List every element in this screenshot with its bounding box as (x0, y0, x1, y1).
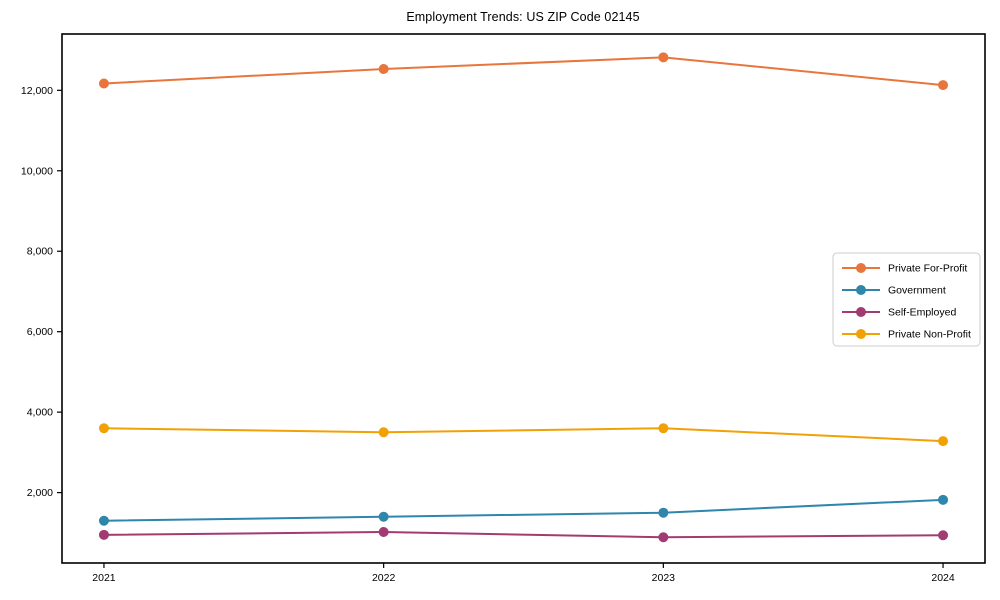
data-point-marker (378, 63, 389, 74)
y-tick-label: 10,000 (21, 165, 53, 177)
legend-label: Self-Employed (888, 307, 956, 319)
x-tick-label: 2022 (372, 572, 396, 584)
data-point-marker (658, 507, 669, 518)
legend-label: Government (888, 285, 946, 297)
series-line (103, 531, 944, 539)
data-point-marker (938, 80, 949, 91)
data-point-marker (98, 515, 109, 526)
legend-marker-dot (856, 307, 866, 317)
legend-label: Private For-Profit (888, 263, 967, 275)
data-point-marker (938, 494, 949, 505)
data-point-marker (658, 532, 669, 543)
y-tick-label: 8,000 (27, 246, 53, 258)
x-tick-label: 2024 (931, 572, 955, 584)
plot-area (61, 33, 986, 564)
y-tick-label: 2,000 (27, 487, 53, 499)
data-point-marker (378, 527, 389, 538)
data-point-marker (658, 423, 669, 434)
series-line (103, 498, 944, 522)
data-point-marker (98, 78, 109, 89)
x-tick-label: 2023 (652, 572, 676, 584)
legend-box (832, 252, 981, 347)
data-point-marker (658, 52, 669, 63)
data-point-marker (98, 529, 109, 540)
y-tick-label: 4,000 (27, 407, 53, 419)
legend-marker-dot (856, 263, 866, 273)
y-tick-label: 12,000 (21, 85, 53, 97)
data-point-marker (938, 436, 949, 447)
y-tick-label: 6,000 (27, 326, 53, 338)
legend-marker-dot (856, 329, 866, 339)
legend-marker-dot (856, 285, 866, 295)
data-point-marker (378, 427, 389, 438)
chart-title: Employment Trends: US ZIP Code 02145 (406, 10, 639, 24)
x-tick-label: 2021 (92, 572, 116, 584)
data-point-marker (378, 511, 389, 522)
legend-label: Private Non-Profit (888, 329, 971, 341)
series-line (103, 427, 944, 443)
data-point-marker (98, 423, 109, 434)
x-axis: 2021 2022 2023 2024 (92, 563, 955, 584)
y-axis: 2,000 4,000 6,000 8,000 10,000 12,000 (21, 85, 62, 499)
data-point-marker (938, 530, 949, 541)
legend: Private For-Profit Government Self-Employe… (832, 252, 981, 347)
series-lines (98, 52, 949, 543)
series-line (103, 56, 944, 87)
